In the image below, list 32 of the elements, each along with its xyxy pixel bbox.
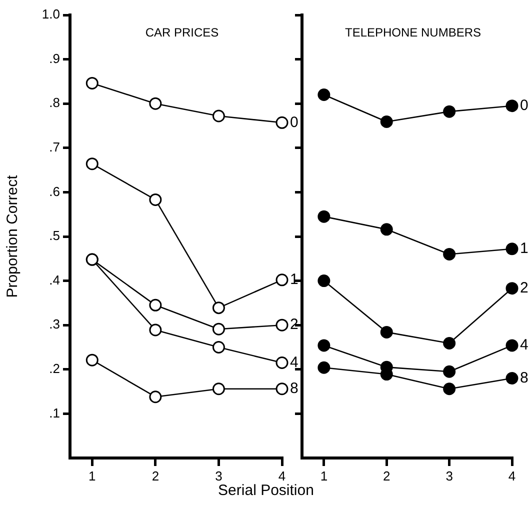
y-tick-label: .1: [49, 405, 60, 420]
x-tick-label: 2: [383, 468, 390, 484]
y-tick-label: .5: [49, 228, 60, 244]
series-label: 0: [290, 114, 298, 131]
y-tick-label: .3: [49, 316, 60, 332]
series-label: 2: [290, 316, 298, 334]
x-tick-label: 3: [446, 468, 453, 484]
series-label: 4: [290, 354, 298, 371]
y-tick-label: 1.0: [42, 6, 60, 22]
series-label: 8: [520, 369, 528, 386]
series-label: 1: [520, 240, 528, 258]
y-axis-title: Proportion Correct: [4, 174, 22, 298]
series-label: 8: [290, 380, 298, 398]
y-tick-label: .4: [49, 272, 60, 288]
series-label: 2: [520, 279, 528, 296]
series-label: 1: [290, 271, 298, 288]
x-tick-label: 3: [215, 468, 222, 484]
y-tick-label: .6: [49, 184, 60, 199]
text: CAR PRICES: [145, 25, 219, 40]
series-label: 0: [520, 96, 528, 114]
x-tick-label: 1: [320, 468, 328, 484]
x-tick-label: 4: [278, 468, 286, 484]
y-tick-label: .8: [49, 95, 60, 110]
x-tick-label: 2: [152, 468, 160, 484]
text: TELEPHONE NUMBERS: [344, 25, 482, 40]
x-tick-label: 1: [88, 468, 96, 484]
y-tick-label: .2: [49, 360, 60, 376]
x-axis-title: Serial Position: [217, 482, 315, 499]
series-label: 4: [520, 336, 528, 354]
x-tick-label: 4: [508, 468, 516, 484]
y-tick-label: .7: [49, 139, 60, 154]
y-tick-label: .9: [49, 50, 60, 66]
